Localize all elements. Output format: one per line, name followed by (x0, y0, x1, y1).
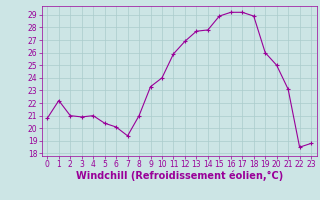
X-axis label: Windchill (Refroidissement éolien,°C): Windchill (Refroidissement éolien,°C) (76, 171, 283, 181)
